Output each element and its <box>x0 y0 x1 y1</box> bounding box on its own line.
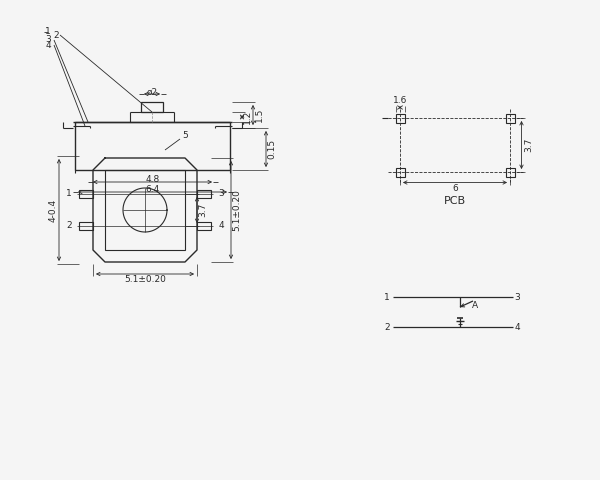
Text: 5.1±0.20: 5.1±0.20 <box>233 189 241 231</box>
Text: 4: 4 <box>45 40 51 49</box>
Bar <box>395 113 404 122</box>
Text: 0.15: 0.15 <box>268 139 277 159</box>
Text: 4: 4 <box>218 221 224 230</box>
Text: 6.4: 6.4 <box>145 185 160 194</box>
Text: 3.7: 3.7 <box>524 138 533 152</box>
Text: 3: 3 <box>45 36 51 45</box>
Bar <box>75 122 230 170</box>
Bar <box>197 190 211 198</box>
Text: 2: 2 <box>384 323 390 332</box>
Text: 2: 2 <box>53 31 59 39</box>
Text: 4-0.4: 4-0.4 <box>49 198 58 222</box>
Text: 4.8: 4.8 <box>145 176 160 184</box>
Bar <box>505 113 515 122</box>
Text: 5: 5 <box>182 132 188 141</box>
Bar <box>79 222 93 230</box>
Bar <box>395 168 404 177</box>
Bar <box>197 222 211 230</box>
Text: 1.6: 1.6 <box>393 96 407 105</box>
Text: PCB: PCB <box>444 195 466 205</box>
Text: 1.2: 1.2 <box>242 110 251 124</box>
Text: 3.7: 3.7 <box>199 203 208 217</box>
Text: 4: 4 <box>514 323 520 332</box>
Text: ø2: ø2 <box>146 87 158 96</box>
Text: 1.5: 1.5 <box>254 108 263 122</box>
Text: 5.1±0.20: 5.1±0.20 <box>124 276 166 285</box>
Text: 1: 1 <box>66 190 72 199</box>
Text: 2: 2 <box>66 221 72 230</box>
Bar <box>505 168 515 177</box>
Bar <box>141 102 163 112</box>
Text: 3: 3 <box>514 292 520 301</box>
Bar <box>105 170 185 250</box>
Text: A: A <box>472 300 478 310</box>
Text: 6: 6 <box>452 184 458 193</box>
Text: 3: 3 <box>218 190 224 199</box>
Text: 1: 1 <box>384 292 390 301</box>
Text: 1: 1 <box>45 27 51 36</box>
Bar <box>79 190 93 198</box>
